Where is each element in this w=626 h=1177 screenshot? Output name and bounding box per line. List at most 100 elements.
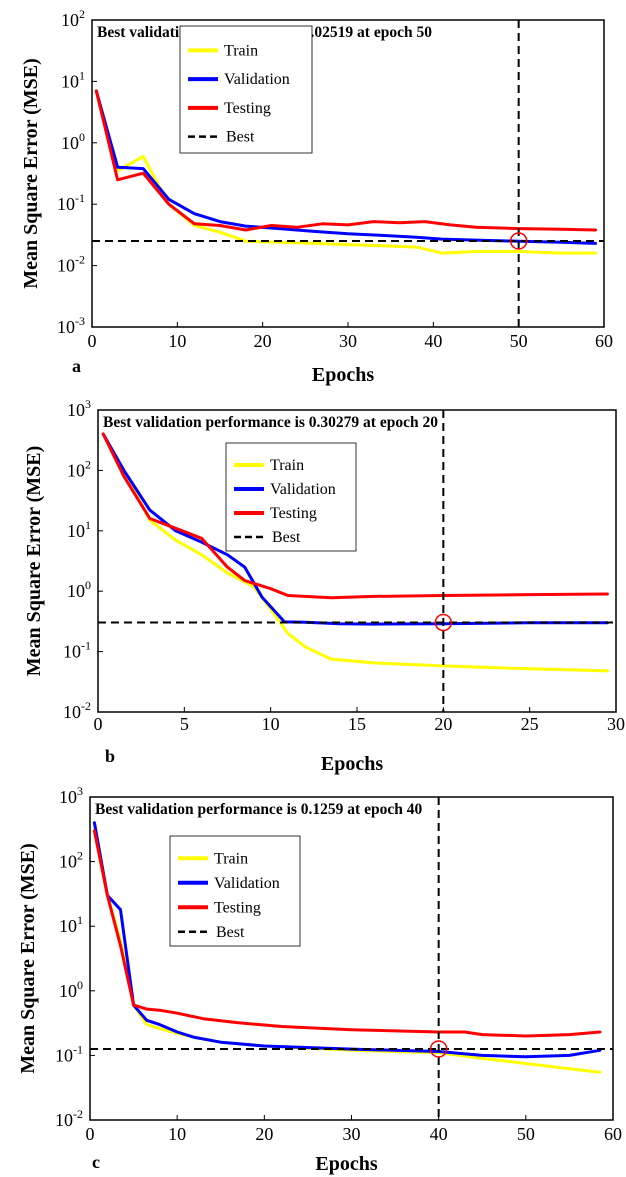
- y-tick-exponent: -2: [75, 253, 85, 267]
- y-tick-base: 10: [67, 521, 85, 541]
- y-tick-label: 100: [61, 130, 85, 153]
- plot-area-frame: [97, 409, 617, 713]
- y-tick-exponent: -3: [75, 314, 85, 328]
- y-tick-exponent: -2: [73, 1107, 83, 1121]
- plot-area-frame: [89, 796, 614, 1121]
- series-line-testing: [92, 829, 602, 1038]
- legend-label-train: Train: [270, 457, 304, 474]
- x-tick-label: 20: [255, 1124, 273, 1144]
- y-tick-label: 10-1: [57, 191, 85, 214]
- y-tick-label: 100: [67, 578, 91, 601]
- y-tick-label: 101: [67, 518, 91, 541]
- best-point-marker: [509, 232, 528, 250]
- legend-label-best: Best: [272, 529, 301, 546]
- y-tick-exponent: 2: [77, 849, 83, 863]
- y-tick-base: 10: [67, 400, 85, 420]
- x-tick-label: 60: [595, 331, 613, 351]
- legend-label-best: Best: [226, 129, 255, 146]
- x-axis-label: Epochs: [315, 1153, 377, 1175]
- legend-label-best: Best: [216, 924, 245, 941]
- y-tick-exponent: 1: [79, 68, 85, 82]
- x-tick-label: 0: [88, 331, 97, 351]
- legend-label-validation: Validation: [224, 71, 290, 88]
- legend-label-testing: Testing: [270, 505, 317, 522]
- x-tick-label: 50: [510, 331, 528, 351]
- x-tick-label: 10: [168, 331, 186, 351]
- y-tick-base: 10: [55, 1110, 73, 1130]
- y-tick-base: 10: [57, 256, 75, 276]
- y-tick-base: 10: [63, 702, 81, 722]
- x-axis-label: Epochs: [321, 753, 383, 775]
- y-tick-exponent: -1: [75, 191, 85, 205]
- series-line-validation: [92, 821, 602, 1059]
- plot-area-frame: [91, 19, 605, 328]
- y-tick-base: 10: [57, 194, 75, 214]
- x-axis-label: Epochs: [312, 364, 374, 386]
- chart-title: Best validation performance is 0.1259 at…: [95, 801, 422, 818]
- legend: Train Validation Testing Best: [179, 25, 313, 154]
- best-point-marker: [434, 613, 453, 632]
- panel-label: a: [72, 356, 81, 376]
- x-tick-label: 30: [339, 331, 357, 351]
- panel-label: b: [105, 746, 115, 766]
- y-tick-base: 10: [61, 71, 79, 91]
- y-tick-base: 10: [61, 133, 79, 153]
- y-tick-base: 10: [57, 317, 75, 337]
- y-tick-base: 10: [63, 642, 81, 662]
- x-tick-label: 60: [604, 1124, 622, 1144]
- y-tick-label: 10-1: [55, 1042, 83, 1065]
- y-tick-base: 10: [67, 581, 85, 601]
- y-tick-base: 10: [61, 10, 79, 30]
- y-tick-exponent: 0: [79, 130, 85, 144]
- y-tick-exponent: 0: [85, 578, 91, 592]
- y-tick-exponent: -2: [81, 699, 91, 713]
- y-tick-base: 10: [59, 787, 77, 807]
- series-group: [94, 89, 597, 255]
- x-tick-label: 0: [86, 1124, 95, 1144]
- x-tick-label: 20: [254, 331, 272, 351]
- x-tick-label: 50: [517, 1124, 535, 1144]
- legend-label-train: Train: [214, 850, 248, 867]
- y-tick-exponent: 3: [77, 784, 83, 798]
- legend: Train Validation Testing Best: [225, 442, 357, 552]
- y-tick-base: 10: [59, 981, 77, 1001]
- x-tick-label: 30: [343, 1124, 361, 1144]
- x-tick-label: 0: [94, 714, 103, 734]
- series-line-testing: [94, 89, 597, 232]
- y-tick-label: 101: [59, 913, 83, 936]
- y-tick-label: 100: [59, 978, 83, 1001]
- y-tick-exponent: 0: [77, 978, 83, 992]
- x-tick-label: 20: [434, 714, 452, 734]
- x-tick-label: 30: [607, 714, 625, 734]
- y-tick-label: 102: [61, 7, 85, 30]
- legend-box: [225, 442, 357, 552]
- x-tick-label: 25: [521, 714, 539, 734]
- series-line-validation: [101, 432, 609, 626]
- legend-label-train: Train: [224, 42, 258, 59]
- y-axis-label: Mean Square Error (MSE): [20, 58, 42, 289]
- y-tick-base: 10: [55, 1045, 73, 1065]
- y-tick-exponent: 3: [85, 397, 91, 411]
- y-tick-base: 10: [59, 916, 77, 936]
- x-tick-label: 40: [430, 1124, 448, 1144]
- y-tick-exponent: 1: [85, 518, 91, 532]
- legend-box: [179, 25, 313, 154]
- legend-label-testing: Testing: [214, 899, 261, 916]
- y-tick-exponent: -1: [81, 639, 91, 653]
- chart-title: Best validation performance is 0.30279 a…: [103, 414, 438, 431]
- y-tick-label: 10-2: [63, 699, 91, 722]
- panel-label: c: [92, 1152, 100, 1172]
- y-tick-base: 10: [59, 852, 77, 872]
- y-tick-exponent: 1: [77, 913, 83, 927]
- x-tick-label: 15: [348, 714, 366, 734]
- y-tick-label: 10-2: [57, 253, 85, 276]
- y-tick-base: 10: [67, 460, 85, 480]
- legend-box: [169, 835, 301, 947]
- legend-label-validation: Validation: [214, 875, 280, 892]
- x-tick-label: 10: [168, 1124, 186, 1144]
